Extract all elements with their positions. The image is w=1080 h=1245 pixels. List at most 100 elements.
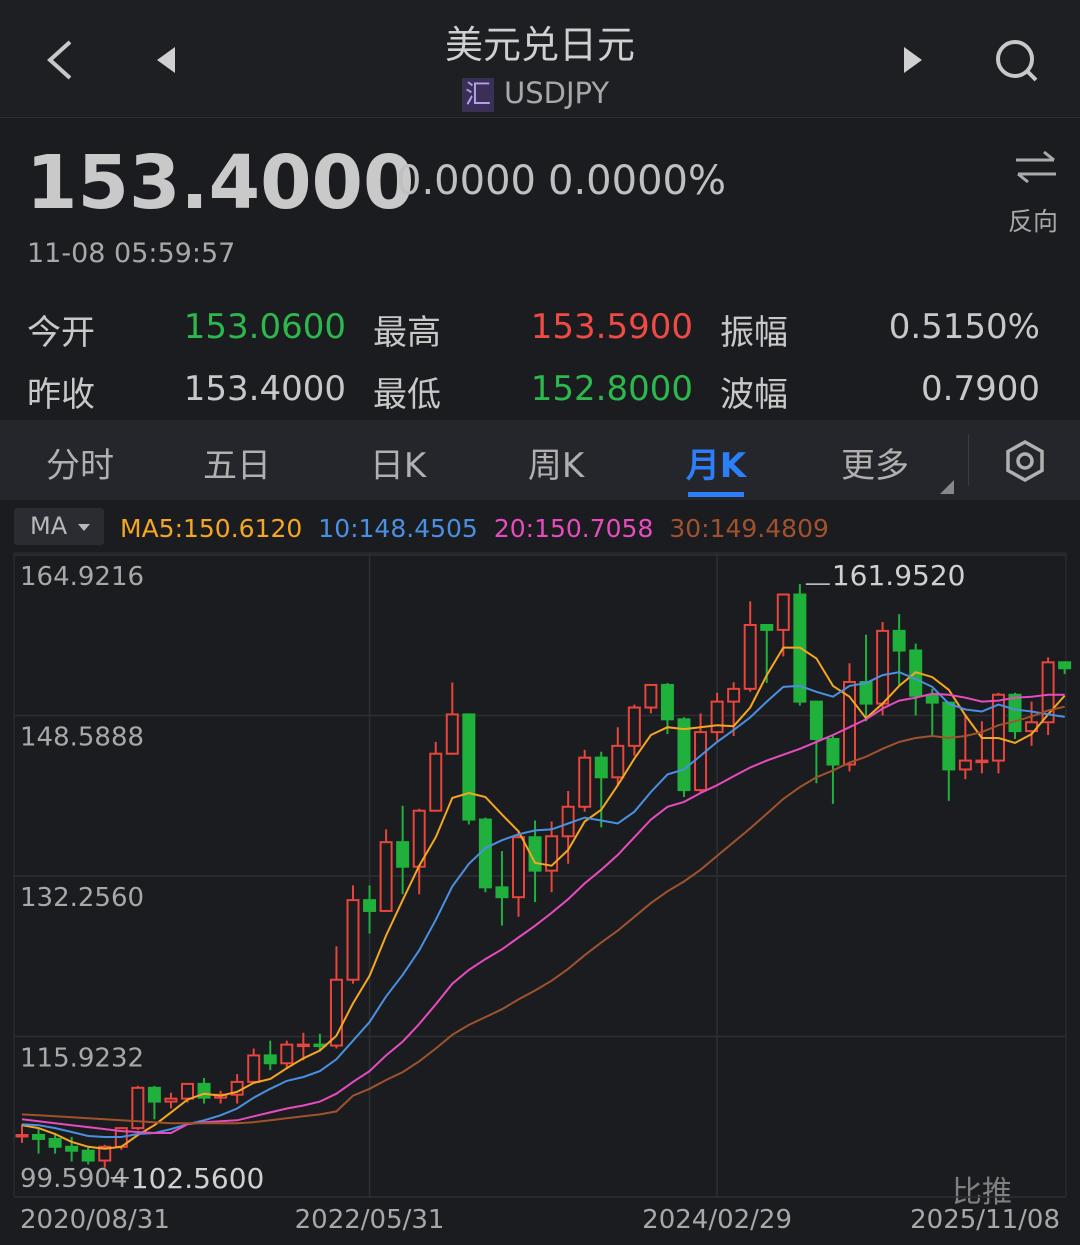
ma-line xyxy=(21,705,1065,1125)
indicator-label[interactable]: MA xyxy=(30,512,68,540)
candle-body xyxy=(859,680,873,705)
header-bar: 美元兑日元 汇 USDJPY xyxy=(0,0,1080,118)
candle-body xyxy=(164,1097,178,1103)
price: 153.4000 xyxy=(26,140,415,226)
candle-body xyxy=(892,629,906,652)
candle-body xyxy=(545,835,559,872)
candle-body xyxy=(594,756,608,779)
tab[interactable]: 日K xyxy=(369,446,427,486)
candle-body xyxy=(48,1137,62,1148)
candle-body xyxy=(710,700,724,734)
candle-body xyxy=(925,694,939,704)
stat-value: 152.8000 xyxy=(530,369,693,409)
candle-body xyxy=(379,841,393,912)
candle-body xyxy=(512,836,525,899)
prev-button[interactable] xyxy=(155,45,179,75)
stat-value: 153.5900 xyxy=(530,307,693,347)
stat-value: 0.7900 xyxy=(921,369,1040,409)
candle-body xyxy=(396,841,410,868)
legend-entry: 30:149.4809 xyxy=(669,514,829,543)
tab-bar: 分时 五日 日K 周K 月K 更多 xyxy=(0,420,1080,500)
tab[interactable]: 五日 xyxy=(203,446,271,486)
y-tick-label: 115.9232 xyxy=(20,1044,144,1074)
watermark: 比推 xyxy=(952,1175,1012,1210)
candle-body xyxy=(197,1082,211,1099)
candle-body xyxy=(843,680,856,766)
reverse-label[interactable]: 反向 xyxy=(1008,207,1059,236)
stat-value: 153.0600 xyxy=(183,307,346,347)
candle-body xyxy=(1008,693,1022,733)
next-button[interactable] xyxy=(900,45,924,75)
tab-underline xyxy=(688,492,744,497)
stat-value: 0.5150% xyxy=(888,307,1040,347)
quote-time: 11-08 05:59:57 xyxy=(27,238,236,269)
indicator-select[interactable] xyxy=(14,508,104,545)
reverse-icon[interactable] xyxy=(1014,150,1058,184)
dropdown-arrow xyxy=(78,524,90,531)
candle-body xyxy=(611,744,625,779)
x-tick-label: 2022/05/31 xyxy=(295,1205,445,1235)
candle-body xyxy=(15,1133,29,1138)
candle-body xyxy=(131,1086,145,1130)
candle-body xyxy=(975,759,989,764)
candle-body xyxy=(826,737,840,766)
candle-body xyxy=(495,886,509,899)
candle-body xyxy=(363,899,377,912)
candle-body xyxy=(81,1149,95,1162)
tab-active[interactable]: 月K xyxy=(685,446,747,486)
candle-body xyxy=(958,759,972,771)
candle-body xyxy=(462,713,476,821)
candle-body xyxy=(181,1082,194,1100)
candle-body xyxy=(677,718,691,792)
tab[interactable]: 更多 xyxy=(841,446,909,486)
stat-label: 今开 xyxy=(27,313,95,353)
change: 0.0000 xyxy=(396,158,536,204)
stat-value: 153.4000 xyxy=(183,369,346,409)
tab-divider xyxy=(968,434,969,486)
stat-label: 昨收 xyxy=(27,375,95,415)
stat-label: 最高 xyxy=(373,313,441,353)
candle-body xyxy=(263,1054,277,1065)
candle-body xyxy=(942,701,956,771)
candle-body xyxy=(1058,661,1072,670)
candle-body xyxy=(478,818,492,889)
candle-body xyxy=(660,683,674,721)
ma-line xyxy=(21,692,1065,1134)
candle-body xyxy=(147,1086,161,1103)
stat-label: 波幅 xyxy=(720,375,788,415)
candle-body xyxy=(694,731,708,792)
back-button[interactable] xyxy=(40,38,80,82)
symbol: USDJPY xyxy=(504,76,610,110)
tab[interactable]: 周K xyxy=(527,446,585,486)
candle-body xyxy=(329,978,343,1047)
candle-body xyxy=(65,1145,79,1152)
candle-body xyxy=(743,623,757,690)
annotation-label: 161.9520 xyxy=(832,559,966,592)
annotation-label: 102.5600 xyxy=(131,1162,265,1195)
candle-body xyxy=(776,593,790,631)
x-tick-label: 2025/11/08 xyxy=(910,1205,1060,1235)
candle-body xyxy=(247,1054,261,1083)
x-tick-label: 2020/08/31 xyxy=(20,1205,170,1235)
legend-entry: 20:150.7058 xyxy=(494,514,654,543)
search-button[interactable] xyxy=(994,38,1040,84)
candle-body xyxy=(627,706,641,747)
candle-body xyxy=(280,1043,294,1065)
change-percent: 0.0000% xyxy=(548,158,726,204)
candle-body xyxy=(578,756,592,808)
settings-button[interactable] xyxy=(1004,440,1046,482)
legend-entry: MA5:150.6120 xyxy=(120,514,302,543)
candle-body xyxy=(809,700,823,740)
stat-label: 振幅 xyxy=(720,313,788,353)
candle-body xyxy=(32,1133,46,1140)
market-badge: 汇 xyxy=(462,78,494,112)
tab[interactable]: 分时 xyxy=(46,446,114,486)
ma-line xyxy=(21,646,1066,1150)
y-tick-label: 99.5904 xyxy=(20,1164,128,1194)
y-tick-label: 164.9216 xyxy=(20,562,144,592)
candle-body xyxy=(1041,661,1055,724)
candle-body xyxy=(727,687,741,703)
x-tick-label: 2024/02/29 xyxy=(642,1205,792,1235)
candle-body xyxy=(760,623,774,631)
